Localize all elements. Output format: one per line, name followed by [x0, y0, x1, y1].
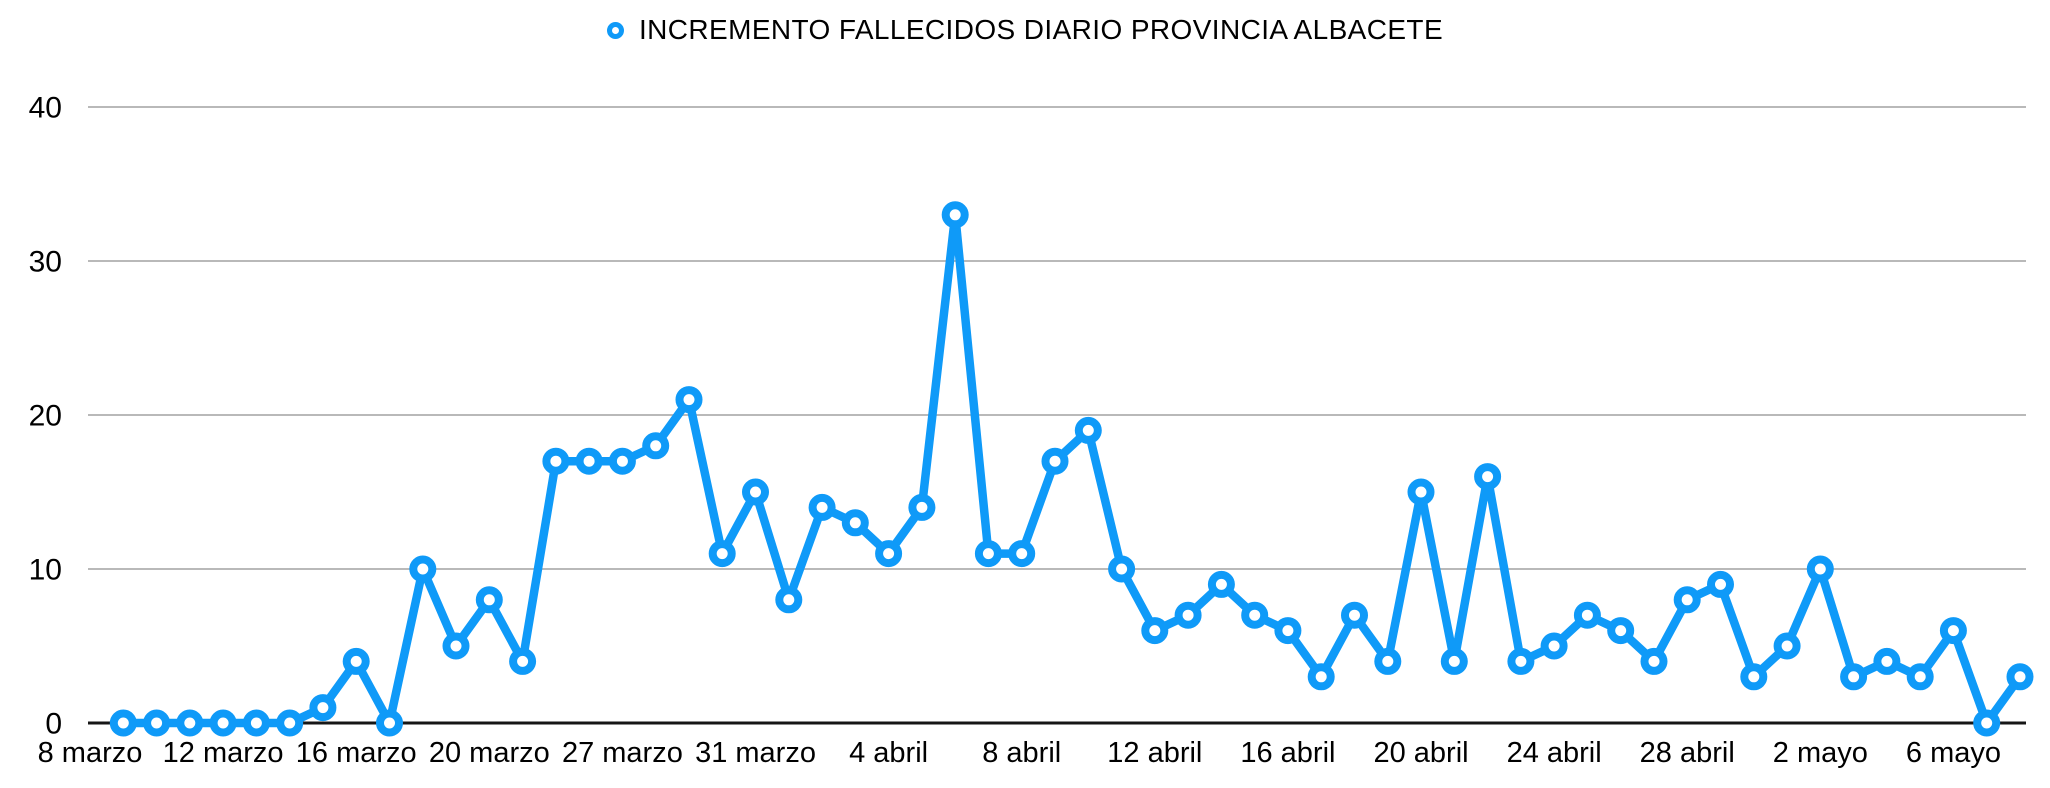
data-point-marker [509, 647, 537, 675]
data-point-marker [1008, 540, 1036, 568]
x-axis-tick-label: 20 marzo [429, 737, 550, 769]
x-axis-tick-label: 8 abril [982, 737, 1061, 769]
data-point-marker [1474, 463, 1502, 491]
data-point-marker [1341, 601, 1368, 629]
data-point-marker [1440, 647, 1468, 675]
x-axis-tick-label: 20 abril [1373, 737, 1468, 769]
data-point-marker [1906, 663, 1934, 691]
data-point-marker [742, 478, 769, 506]
data-point-marker [1041, 447, 1069, 475]
data-point-marker [575, 447, 603, 475]
data-point-marker [1673, 586, 1701, 614]
data-point-marker [1174, 601, 1202, 629]
data-point-marker [1840, 663, 1868, 691]
data-point-marker [209, 709, 237, 737]
y-axis-tick-label: 20 [29, 400, 62, 433]
data-point-marker [542, 447, 570, 475]
x-axis-tick-label: 2 mayo [1773, 737, 1868, 769]
x-axis-tick-label: 6 mayo [1906, 737, 2001, 769]
data-point-marker [1607, 617, 1635, 645]
data-point-marker [342, 647, 370, 675]
y-axis-tick-label: 10 [29, 554, 62, 587]
x-axis-tick-label: 12 marzo [163, 737, 284, 769]
x-axis-tick-label: 28 abril [1640, 737, 1735, 769]
data-point-marker [176, 709, 204, 737]
data-point-marker [1806, 555, 1834, 583]
data-point-marker [309, 694, 337, 722]
data-point-marker [974, 540, 1002, 568]
data-point-marker [2006, 663, 2034, 691]
data-point-marker [775, 586, 803, 614]
data-point-marker [1407, 478, 1435, 506]
data-point-marker [1873, 647, 1901, 675]
data-point-marker [908, 493, 936, 521]
x-axis-tick-label: 16 marzo [296, 737, 417, 769]
data-point-marker [941, 201, 969, 229]
x-axis-tick-label: 24 abril [1507, 737, 1602, 769]
data-point-marker [675, 386, 703, 414]
data-point-marker [442, 632, 470, 660]
data-point-marker [1074, 416, 1102, 444]
x-axis-tick-label: 27 marzo [562, 737, 683, 769]
data-point-marker [1141, 617, 1169, 645]
data-point-marker [1973, 709, 2001, 737]
data-point-marker [109, 709, 137, 737]
series-line [119, 210, 2025, 728]
data-point-marker [708, 540, 736, 568]
data-point-marker [1540, 632, 1568, 660]
data-point-marker [1707, 570, 1734, 598]
data-point-marker [475, 586, 503, 614]
data-point-marker [1307, 663, 1335, 691]
data-point-marker [1573, 601, 1601, 629]
data-point-marker [376, 709, 403, 737]
x-axis-tick-label: 31 marzo [695, 737, 816, 769]
data-point-marker [276, 709, 304, 737]
data-point-marker [875, 540, 903, 568]
x-axis-tick-label: 16 abril [1240, 737, 1335, 769]
data-point-marker [808, 493, 836, 521]
data-point-marker [1507, 647, 1535, 675]
data-point-marker [642, 432, 670, 460]
x-axis-tick-label: 12 abril [1107, 737, 1202, 769]
data-point-marker [841, 509, 869, 537]
data-point-marker [608, 447, 636, 475]
y-axis-tick-label: 0 [45, 708, 62, 741]
data-point-marker [242, 709, 270, 737]
data-point-marker [409, 555, 437, 583]
data-point-marker [1207, 570, 1235, 598]
x-axis-tick-label: 8 marzo [38, 737, 143, 769]
data-point-marker [1640, 647, 1668, 675]
data-point-marker [1374, 647, 1402, 675]
data-point-marker [1740, 663, 1768, 691]
y-axis-tick-label: 40 [29, 92, 62, 125]
y-axis-tick-label: 30 [29, 246, 62, 279]
data-point-marker [1274, 617, 1302, 645]
data-point-marker [1241, 601, 1269, 629]
data-point-marker [143, 709, 171, 737]
x-axis-tick-label: 4 abril [849, 737, 928, 769]
data-point-marker [1773, 632, 1801, 660]
data-point-marker [1939, 617, 1967, 645]
data-point-marker [1108, 555, 1136, 583]
